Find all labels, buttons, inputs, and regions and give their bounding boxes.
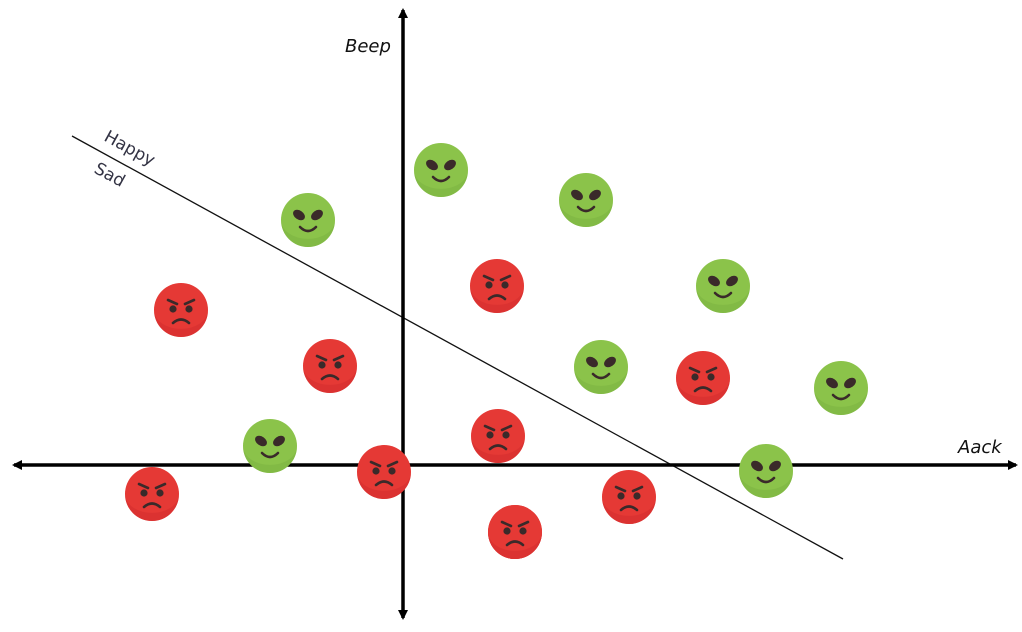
happy-alien-face-icon	[574, 340, 628, 394]
happy-alien-face-icon	[814, 361, 868, 415]
faces-group	[125, 143, 868, 559]
angry-face-icon	[303, 339, 357, 393]
angry-face-icon	[357, 445, 411, 499]
angry-face-icon	[676, 351, 730, 405]
angry-face-icon	[471, 409, 525, 463]
happy-alien-face-icon	[281, 193, 335, 247]
happy-alien-face-icon	[739, 444, 793, 498]
happy-alien-face-icon	[559, 173, 613, 227]
y-axis-label: Beep	[345, 36, 391, 57]
angry-face-icon	[488, 505, 542, 559]
angry-face-icon	[602, 470, 656, 524]
happy-alien-face-icon	[243, 419, 297, 473]
x-axis-label: Aack	[957, 437, 1003, 458]
happy-alien-face-icon	[414, 143, 468, 197]
happy-alien-face-icon	[696, 259, 750, 313]
angry-face-icon	[125, 467, 179, 521]
angry-face-icon	[470, 259, 524, 313]
decision-boundary-line	[71, 135, 844, 560]
angry-face-icon	[154, 283, 208, 337]
